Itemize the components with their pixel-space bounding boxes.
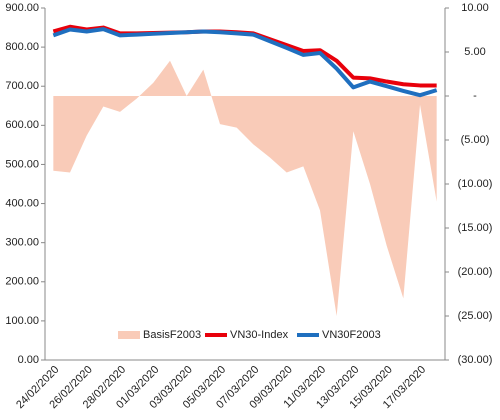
legend-label: VN30F2003 [322,329,381,341]
y-tick-label: 100.00 [5,315,39,327]
y-tick-label: 900.00 [5,2,39,14]
legend-label: VN30-Index [230,329,289,341]
y-tick-label: 300.00 [5,237,39,249]
y-tick-label: 500.00 [5,158,39,170]
y-tick-label: 200.00 [5,276,39,288]
y-tick-label: 600.00 [5,119,39,131]
legend-swatch [118,331,140,339]
y2-tick-label: (20.00) [458,266,493,278]
y2-tick-label: - [473,90,477,102]
legend-label: BasisF2003 [143,329,201,341]
y2-tick-label: 5.00 [464,46,485,58]
y2-tick-label: (5.00) [461,134,490,146]
y-tick-label: 400.00 [5,197,39,209]
y2-tick-label: 10.00 [461,2,489,14]
y-tick-label: 0.00 [18,354,39,366]
y2-tick-label: (30.00) [458,354,493,366]
line [52,27,438,98]
y2-tick-label: (15.00) [458,222,493,234]
y2-tick-label: (10.00) [458,178,493,190]
area [53,60,437,316]
y-tick-label: 800.00 [5,41,39,53]
y-tick-label: 700.00 [5,80,39,92]
y2-tick-label: (25.00) [458,310,493,322]
